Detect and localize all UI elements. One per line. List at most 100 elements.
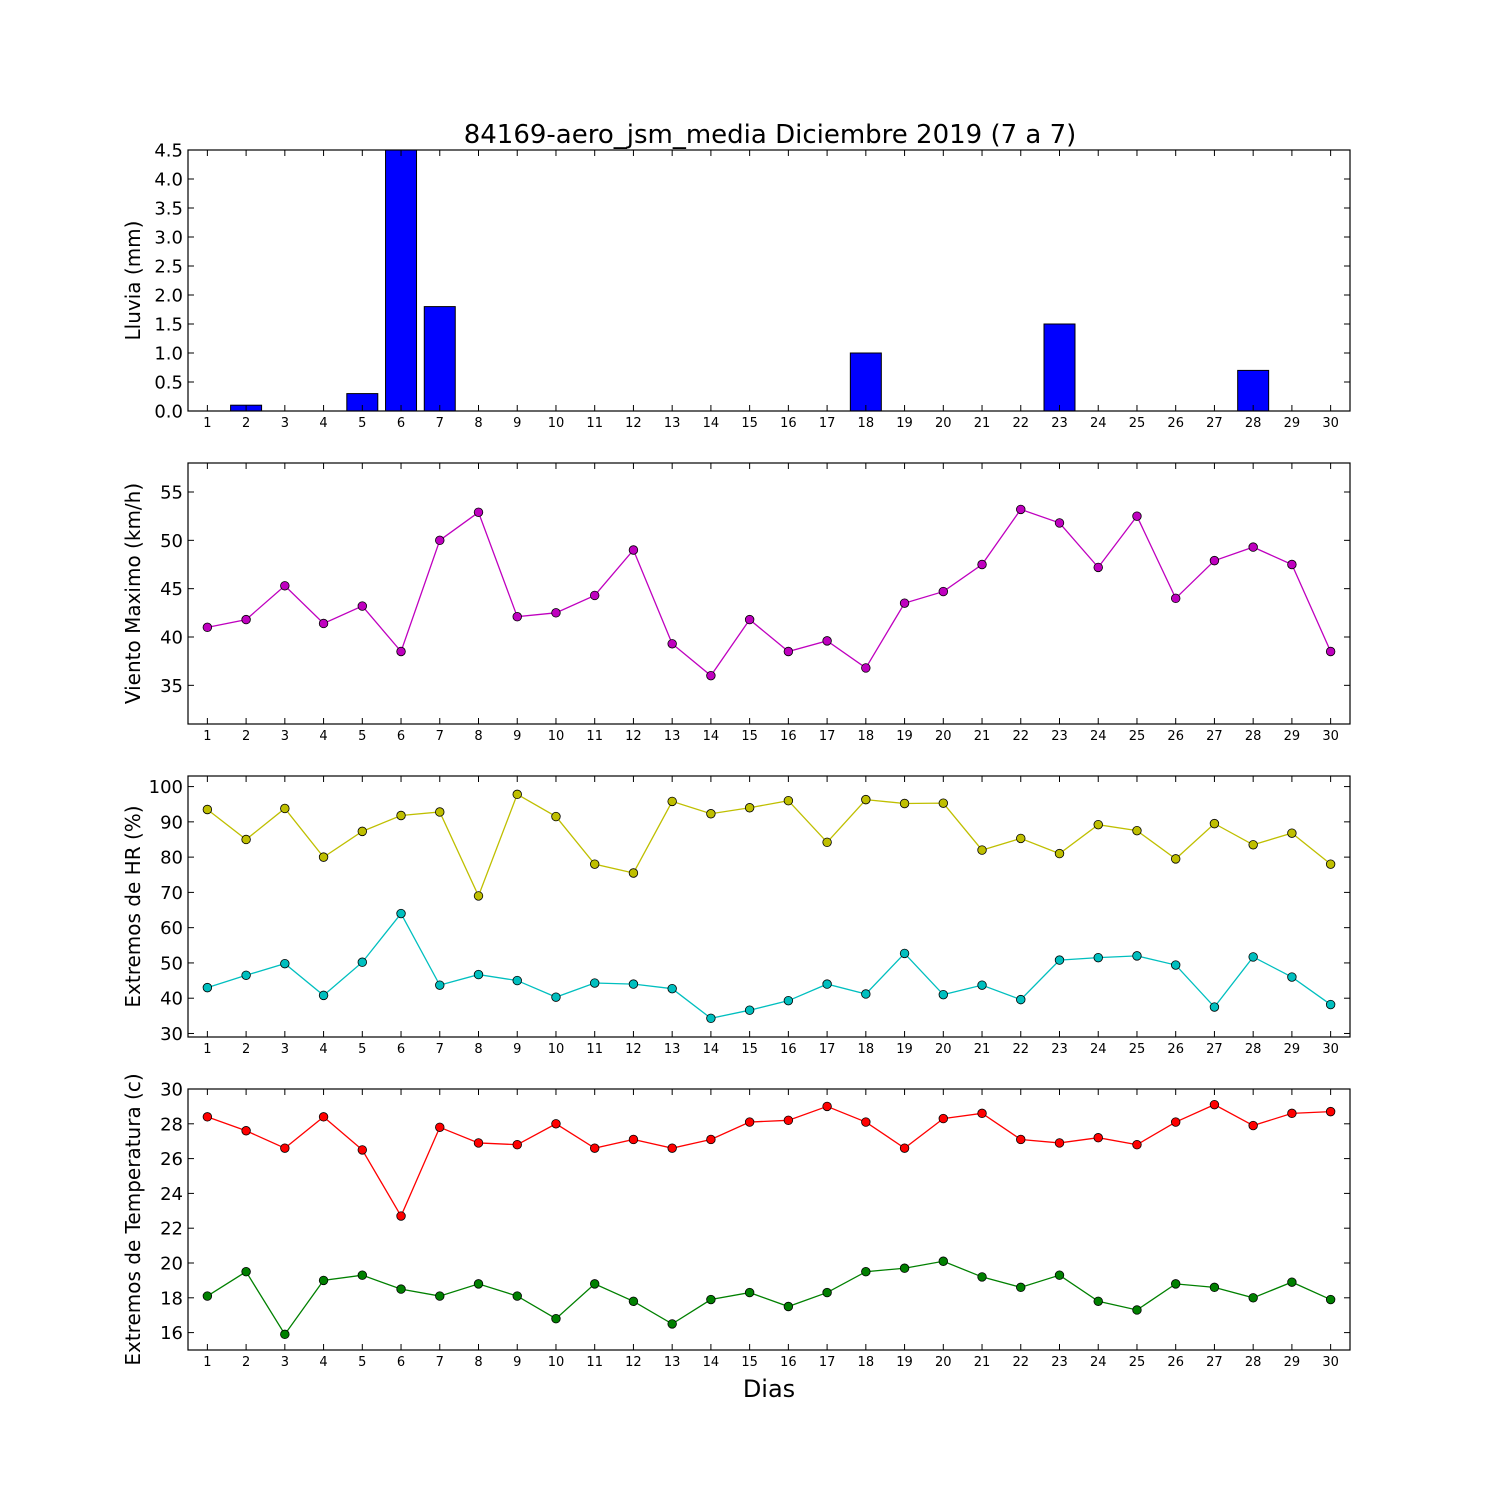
point-series-2-day-3 <box>280 1329 290 1340</box>
point-series-1-day-17 <box>822 837 832 848</box>
x-tick-label: 26 <box>1167 416 1184 431</box>
x-tick-label: 8 <box>474 416 482 431</box>
x-tick-label: 29 <box>1284 416 1301 431</box>
point-series-1-day-18 <box>861 663 871 673</box>
x-tick-label: 28 <box>1245 416 1262 431</box>
point-series-1-day-25 <box>1132 511 1142 521</box>
point-series-1-day-24 <box>1093 819 1103 830</box>
y-tick-label: 28 <box>160 1114 183 1135</box>
point-series-2-day-18 <box>861 989 871 999</box>
point-series-1-day-21 <box>977 845 987 855</box>
x-tick-label: 4 <box>319 1042 327 1057</box>
x-tick-label: 11 <box>586 1355 603 1370</box>
point-series-2-day-16 <box>783 995 794 1006</box>
point-series-1-day-26 <box>1170 593 1181 604</box>
point-series-1-day-27 <box>1209 818 1220 829</box>
plot-frame <box>187 462 1351 725</box>
x-tick-label: 26 <box>1167 1042 1184 1057</box>
x-tick-label: 23 <box>1051 1042 1068 1057</box>
x-tick-label: 3 <box>281 1042 289 1057</box>
x-tick-label: 16 <box>780 729 797 744</box>
x-tick-label: 27 <box>1206 1355 1223 1370</box>
point-series-2-day-1 <box>202 982 213 993</box>
x-tick-label: 10 <box>548 1042 565 1057</box>
point-series-1-day-28 <box>1248 1120 1258 1131</box>
x-tick-label: 5 <box>358 729 366 744</box>
point-series-1-day-21 <box>977 1108 987 1119</box>
point-series-1-day-6 <box>396 1211 406 1221</box>
point-series-2-day-8 <box>473 969 484 980</box>
point-series-1-day-26 <box>1170 1117 1181 1127</box>
point-series-2-day-14 <box>706 1294 716 1305</box>
x-tick-label: 18 <box>858 416 875 431</box>
x-tick-label: 5 <box>358 1355 366 1370</box>
y-tick-label: 45 <box>160 579 183 600</box>
point-series-1-day-1 <box>202 622 213 633</box>
point-series-2-day-4 <box>318 1275 329 1286</box>
x-tick-label: 6 <box>397 729 405 744</box>
point-series-1-day-12 <box>628 1134 639 1145</box>
y-tick-label: 26 <box>160 1149 183 1170</box>
point-series-1-day-3 <box>280 581 290 591</box>
point-series-1-day-15 <box>744 803 755 813</box>
point-series-1-day-17 <box>822 636 832 646</box>
point-series-1-day-24 <box>1093 562 1103 573</box>
panels: 0.00.51.01.52.02.53.03.54.04.51 2 3 4 5 6 7 8 9 1… <box>121 141 1351 1370</box>
point-series-1-day-23 <box>1054 518 1065 528</box>
point-series-1-day-6 <box>396 810 406 821</box>
point-series-1-day-22 <box>1016 1134 1026 1145</box>
x-tick-label: 25 <box>1129 729 1146 744</box>
x-tick-label: 7 <box>436 729 444 744</box>
x-tick-label: 16 <box>780 1355 797 1370</box>
point-series-1-day-14 <box>706 670 716 681</box>
x-tick-label: 22 <box>1012 1355 1029 1370</box>
point-series-2-day-23 <box>1054 1270 1065 1280</box>
x-tick-label: 14 <box>703 1355 720 1370</box>
x-tick-label: 8 <box>474 729 482 744</box>
point-series-1-day-9 <box>512 612 522 622</box>
point-series-2-day-16 <box>783 1301 794 1312</box>
x-tick-label: 24 <box>1090 1042 1107 1057</box>
point-series-1-day-16 <box>783 646 794 657</box>
point-series-1-day-13 <box>667 796 677 807</box>
point-series-1-day-2 <box>241 614 251 625</box>
point-series-2-day-22 <box>1016 1282 1026 1293</box>
point-series-1-day-19 <box>899 598 910 608</box>
point-series-1-day-1 <box>202 1112 213 1122</box>
x-tick-label: 24 <box>1090 416 1107 431</box>
x-tick-label: 12 <box>625 1042 642 1057</box>
point-series-1-day-8 <box>473 1138 484 1148</box>
point-series-2-day-29 <box>1287 1277 1297 1287</box>
point-series-2-day-20 <box>938 1256 949 1266</box>
y-axis-label: Extremos de Temperatura (c) <box>121 1073 145 1365</box>
x-tick-label: 19 <box>896 1355 913 1370</box>
point-series-1-day-25 <box>1132 825 1142 836</box>
point-series-1-day-19 <box>899 798 910 809</box>
point-series-2-day-3 <box>280 958 290 969</box>
point-series-1-day-18 <box>861 794 871 805</box>
x-tick-label: 21 <box>974 1355 991 1370</box>
point-series-1-day-7 <box>435 807 445 817</box>
point-series-1-day-10 <box>551 811 561 822</box>
x-tick-label: 29 <box>1284 1042 1301 1057</box>
x-tick-label: 17 <box>819 1355 836 1370</box>
x-tick-label: 10 <box>548 416 565 431</box>
x-tick-label: 5 <box>358 416 366 431</box>
point-series-2-day-28 <box>1248 952 1258 962</box>
y-tick-label: 0.5 <box>154 373 183 394</box>
point-series-1-day-19 <box>899 1143 910 1153</box>
panel-1: 0.00.51.01.52.02.53.03.54.04.51 2 3 4 5 6 7 8 9 1… <box>121 141 1351 431</box>
point-series-1-day-13 <box>667 1143 677 1153</box>
point-series-1-day-11 <box>590 590 600 601</box>
point-series-1-day-28 <box>1248 542 1258 552</box>
point-series-2-day-27 <box>1209 1002 1220 1012</box>
point-series-1-day-7 <box>435 535 445 546</box>
x-tick-label: 25 <box>1129 1355 1146 1370</box>
x-tick-label: 23 <box>1051 1355 1068 1370</box>
y-axis-label: Lluvia (mm) <box>121 221 145 341</box>
x-tick-label: 15 <box>741 729 758 744</box>
x-tick-label: 28 <box>1245 1355 1262 1370</box>
figure-title: 84169-aero_jsm_media Diciembre 2019 (7 a… <box>464 120 1077 150</box>
y-tick-label: 3.5 <box>154 199 183 220</box>
